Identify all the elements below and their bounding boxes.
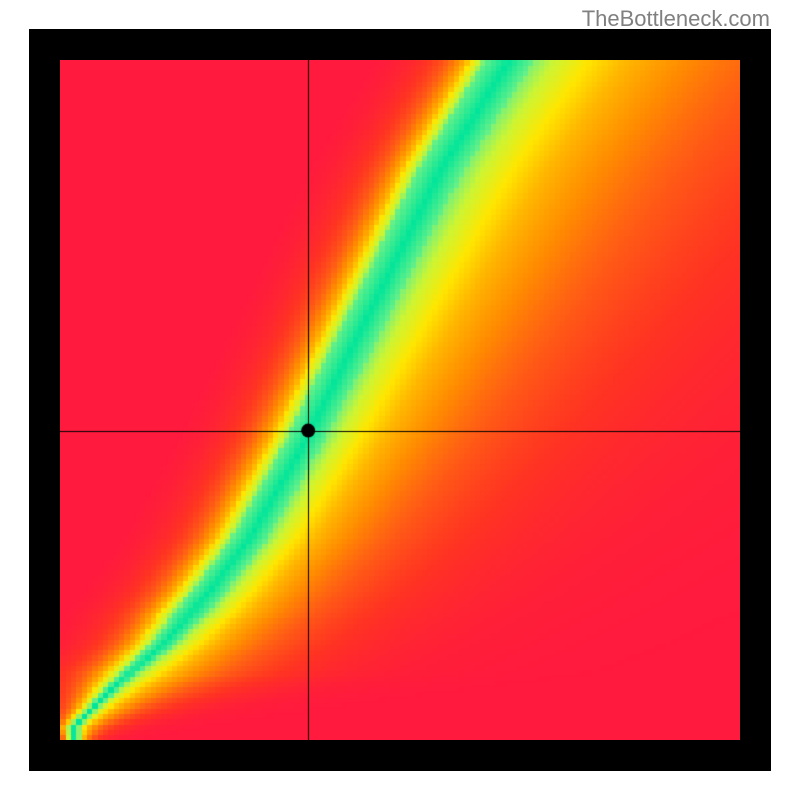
watermark-text: TheBottleneck.com (582, 6, 770, 32)
heatmap-canvas (60, 60, 740, 740)
chart-container: TheBottleneck.com (0, 0, 800, 800)
